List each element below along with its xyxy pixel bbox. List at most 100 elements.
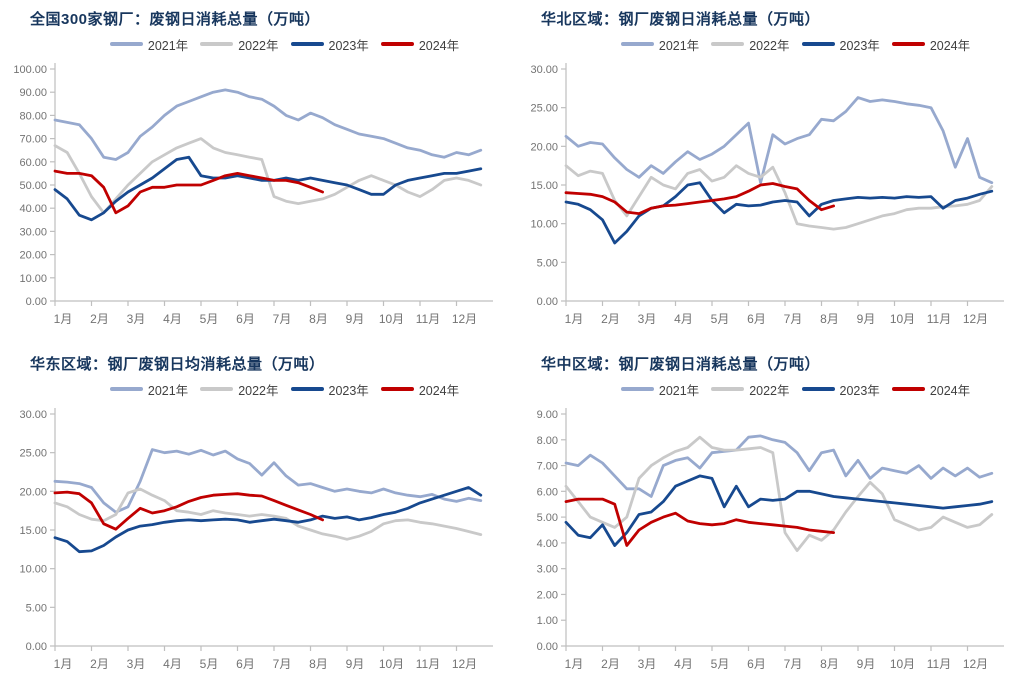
- x-tick-label: 1月: [565, 657, 584, 671]
- legend-item: 2021年: [109, 380, 188, 399]
- x-tick-label: 10月: [379, 312, 404, 326]
- y-tick-label: 10.00: [530, 219, 558, 231]
- x-tick-label: 6月: [236, 312, 255, 326]
- x-tick-label: 1月: [54, 657, 73, 671]
- legend-swatch: [109, 387, 143, 391]
- x-tick-label: 3月: [127, 657, 146, 671]
- x-tick-label: 4月: [163, 312, 182, 326]
- legend-label: 2024年: [418, 38, 460, 53]
- x-tick-label: 3月: [127, 312, 146, 326]
- chart-plot: 0.00 1.00 2.00 3.00 4.00 5.00 6.00 7.00 8.00 9.00…: [537, 408, 1004, 671]
- y-tick-label: 7.00: [537, 461, 558, 473]
- chart-legend: 2021年 2022年 2023年 2024年: [0, 378, 511, 400]
- x-tick-label: 8月: [820, 312, 839, 326]
- legend-swatch: [200, 42, 234, 46]
- legend-swatch: [891, 42, 925, 46]
- legend-item: 2024年: [891, 35, 971, 54]
- legend-label: 2024年: [418, 383, 460, 398]
- legend-swatch: [380, 42, 414, 46]
- series-line-2022: [564, 164, 994, 231]
- x-tick-label: 4月: [163, 657, 182, 671]
- series-line-2024: [564, 182, 836, 216]
- legend-label: 2021年: [147, 38, 189, 53]
- legend-label: 2024年: [929, 383, 971, 398]
- y-tick-label: 25.00: [530, 103, 558, 115]
- legend-label: 2023年: [328, 383, 369, 398]
- chart-legend: 2021年 2022年 2023年 2024年: [511, 378, 1022, 400]
- chart-title: 全国300家钢厂：废钢日消耗总量（万吨）: [30, 11, 321, 28]
- x-tick-label: 10月: [890, 312, 915, 326]
- legend-swatch: [109, 42, 143, 46]
- legend-label: 2023年: [839, 383, 880, 398]
- x-tick-label: 9月: [857, 657, 876, 671]
- x-tick-label: 3月: [638, 657, 657, 671]
- x-tick-label: 1月: [54, 312, 73, 326]
- legend-item: 2022年: [711, 35, 790, 54]
- x-tick-label: 11月: [416, 312, 440, 326]
- y-tick-label: 10.00: [19, 273, 47, 285]
- x-tick-label: 9月: [857, 312, 876, 326]
- series-line-2023: [564, 474, 994, 547]
- legend-label: 2024年: [929, 38, 971, 53]
- x-tick-label: 7月: [273, 657, 292, 671]
- x-tick-label: 10月: [379, 657, 404, 671]
- y-tick-label: 30.00: [530, 64, 558, 76]
- x-tick-label: 12月: [452, 312, 477, 326]
- legend-swatch: [380, 387, 414, 391]
- x-tick-label: 2月: [90, 312, 109, 326]
- y-tick-label: 70.00: [19, 134, 47, 146]
- x-tick-label: 8月: [309, 657, 328, 671]
- legend-label: 2022年: [238, 38, 279, 53]
- legend-label: 2023年: [328, 38, 369, 53]
- x-tick-label: 7月: [784, 312, 803, 326]
- legend-label: 2021年: [658, 383, 700, 398]
- x-tick-label: 2月: [601, 312, 620, 326]
- x-tick-label: 2月: [601, 657, 620, 671]
- y-tick-label: 0.00: [26, 641, 47, 653]
- x-tick-label: 5月: [711, 657, 730, 671]
- y-tick-label: 0.00: [537, 641, 558, 653]
- y-tick-label: 9.00: [537, 409, 558, 421]
- legend-swatch: [290, 42, 324, 46]
- legend-item: 2021年: [109, 35, 189, 54]
- y-tick-label: 25.00: [19, 448, 47, 460]
- x-tick-label: 6月: [747, 657, 766, 671]
- y-tick-label: 8.00: [537, 435, 558, 447]
- chart-panel-national: 全国300家钢厂：废钢日消耗总量（万吨） 2021年 2022年 2023年 2024…: [0, 0, 511, 345]
- chart-legend: 2021年 2022年 2023年 2024年: [511, 33, 1022, 55]
- chart-plot: 0.00 5.00 10.00 15.00 20.00 25.00 30.00 1月 2月 3月 4…: [19, 408, 493, 671]
- chart-panel-north: 华北区域：钢厂废钢日消耗总量（万吨） 2021年 2022年 2023年 2024年 …: [511, 0, 1022, 345]
- x-tick-label: 4月: [674, 312, 693, 326]
- x-tick-label: 4月: [674, 657, 693, 671]
- legend-label: 2022年: [749, 383, 790, 398]
- y-tick-label: 80.00: [19, 110, 47, 122]
- series-line-2024: [564, 497, 836, 547]
- x-tick-label: 9月: [346, 312, 365, 326]
- series-line-2021: [564, 96, 994, 185]
- legend-item: 2024年: [891, 380, 971, 399]
- y-tick-label: 2.00: [537, 589, 558, 601]
- legend-item: 2022年: [200, 380, 279, 399]
- y-tick-label: 20.00: [530, 141, 558, 153]
- x-tick-label: 9月: [346, 657, 365, 671]
- legend-item: 2022年: [200, 35, 279, 54]
- y-tick-label: 0.00: [537, 296, 558, 308]
- chart-legend: 2021年 2022年 2023年 2024年: [0, 33, 511, 55]
- legend-swatch: [620, 42, 654, 46]
- x-tick-label: 2月: [90, 657, 109, 671]
- y-tick-label: 60.00: [19, 157, 47, 169]
- series-line-2021: [53, 88, 483, 161]
- legend-swatch: [711, 387, 745, 391]
- y-tick-label: 10.00: [19, 564, 47, 576]
- x-tick-label: 11月: [416, 657, 440, 671]
- x-tick-label: 7月: [784, 657, 803, 671]
- y-tick-label: 30.00: [19, 226, 47, 238]
- x-tick-label: 8月: [309, 312, 328, 326]
- x-tick-label: 10月: [890, 657, 915, 671]
- legend-item: 2023年: [801, 35, 880, 54]
- chart-panel-east: 华东区域：钢厂废钢日均消耗总量（万吨） 2021年 2022年 2023年 2024年…: [0, 345, 511, 690]
- y-tick-label: 3.00: [537, 564, 558, 576]
- legend-swatch: [200, 387, 234, 391]
- y-tick-label: 100.00: [13, 64, 47, 76]
- y-tick-label: 5.00: [26, 602, 47, 614]
